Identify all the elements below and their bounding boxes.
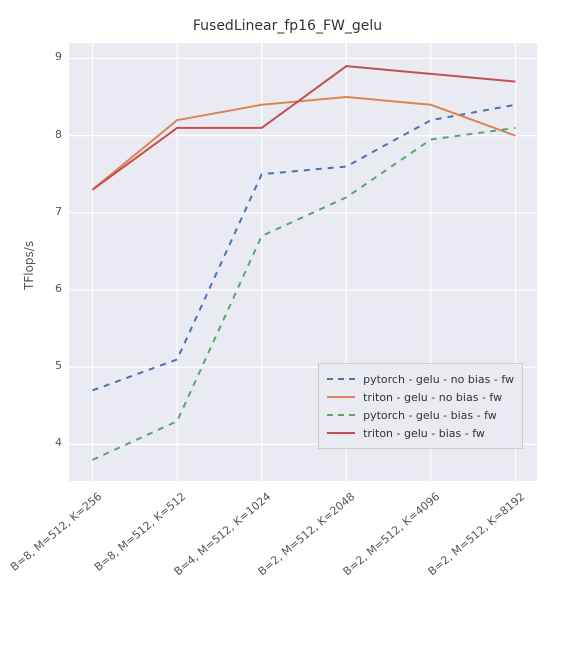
legend-swatch [327, 414, 355, 416]
legend-swatch [327, 378, 355, 380]
y-tick-label: 6 [32, 282, 62, 295]
x-tick-label: B=2, M=512, K=8192 [425, 490, 527, 578]
x-tick-label: B=8, M=512, K=512 [92, 490, 188, 574]
chart-title: FusedLinear_fp16_FW_gelu [0, 18, 575, 34]
legend-swatch [327, 396, 355, 398]
legend-item: triton - gelu - bias - fw [327, 424, 514, 442]
y-tick-label: 8 [32, 128, 62, 141]
y-tick-label: 4 [32, 436, 62, 449]
legend-item: triton - gelu - no bias - fw [327, 388, 514, 406]
legend-item: pytorch - gelu - bias - fw [327, 406, 514, 424]
x-tick-label: B=2, M=512, K=4096 [341, 490, 443, 578]
y-tick-label: 9 [32, 50, 62, 63]
legend-label: triton - gelu - no bias - fw [363, 391, 502, 404]
series-line [93, 105, 516, 391]
chart-container: FusedLinear_fp16_FW_gelu pytorch - gelu … [0, 0, 575, 647]
legend-swatch [327, 432, 355, 434]
legend: pytorch - gelu - no bias - fw triton - ge… [318, 363, 523, 449]
legend-label: pytorch - gelu - bias - fw [363, 409, 497, 422]
plot-area: pytorch - gelu - no bias - fw triton - ge… [68, 42, 538, 482]
legend-item: pytorch - gelu - no bias - fw [327, 370, 514, 388]
x-tick-label: B=8, M=512, K=256 [7, 490, 103, 574]
y-tick-label: 5 [32, 359, 62, 372]
y-tick-label: 7 [32, 205, 62, 218]
legend-label: pytorch - gelu - no bias - fw [363, 373, 514, 386]
legend-label: triton - gelu - bias - fw [363, 427, 485, 440]
